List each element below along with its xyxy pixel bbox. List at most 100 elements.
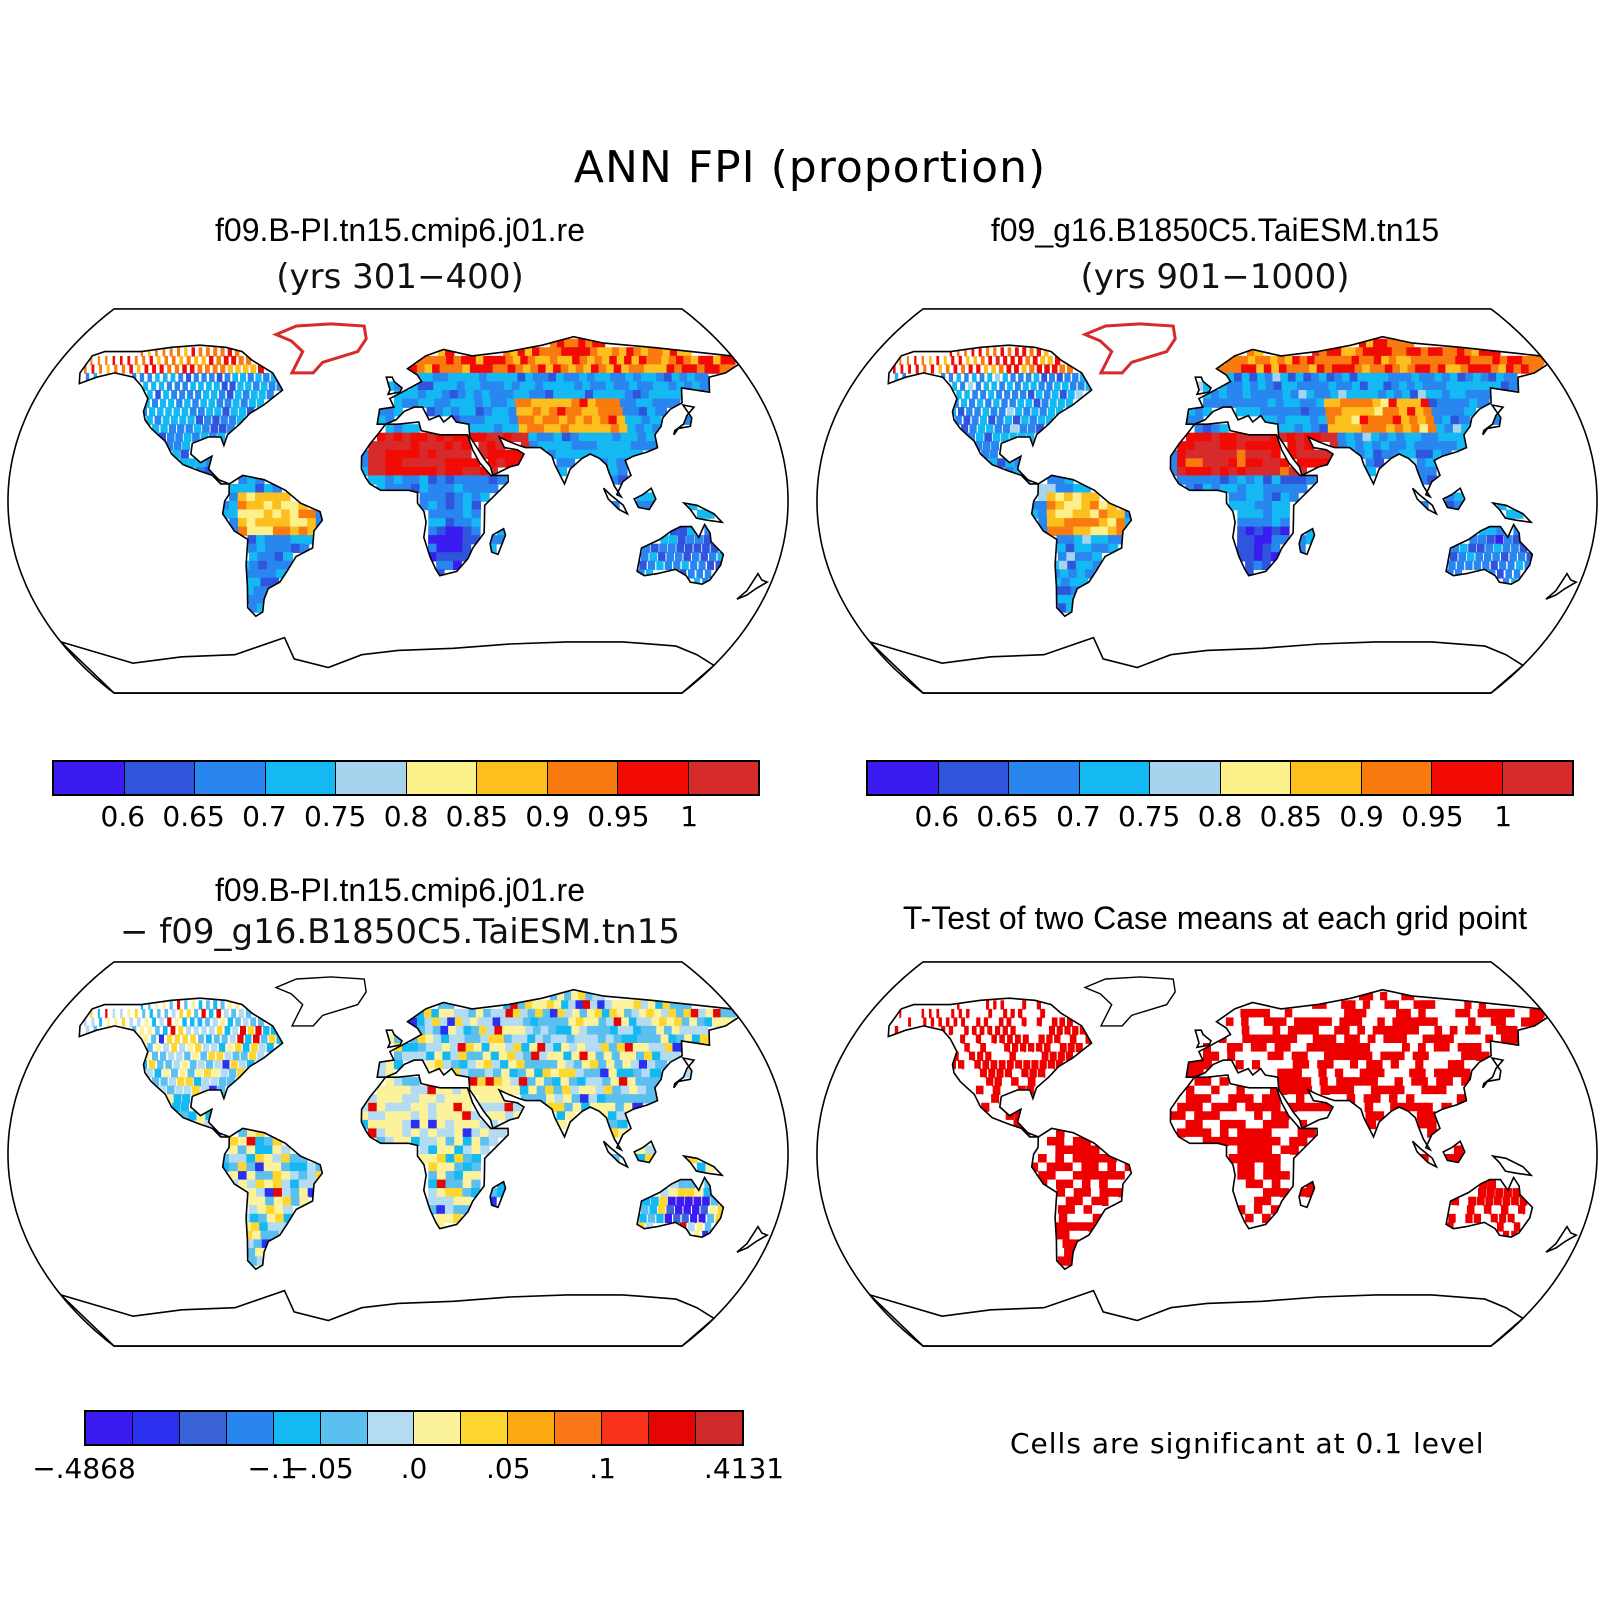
- field-cell: [564, 1102, 575, 1113]
- field-cell: [982, 1094, 991, 1104]
- field-cell: [444, 449, 455, 460]
- field-cell: [427, 441, 438, 451]
- field-cell: [437, 501, 447, 511]
- field-cell: [1395, 372, 1408, 383]
- field-cell: [1401, 415, 1412, 425]
- field-cell: [281, 492, 291, 502]
- field-cell: [557, 991, 570, 1002]
- field-cell: [1029, 1154, 1039, 1164]
- field-cell: [402, 1119, 412, 1130]
- field-cell: [593, 1077, 605, 1087]
- field-cell: [229, 509, 239, 519]
- field-cell: [188, 1111, 197, 1121]
- field-cell: [180, 449, 189, 460]
- field-cell: [165, 1094, 174, 1104]
- field-cell: [433, 390, 444, 400]
- field-cell: [235, 364, 241, 374]
- field-cell: [1052, 1230, 1064, 1241]
- field-cell: [681, 560, 689, 571]
- field-cell: [463, 1162, 473, 1172]
- field-cell: [226, 1043, 234, 1053]
- field-cell: [442, 1060, 453, 1070]
- field-cell: [564, 1008, 577, 1019]
- field-cell: [610, 424, 622, 434]
- field-cell: [461, 1102, 472, 1113]
- field-cell: [434, 1051, 444, 1061]
- map-border: [7, 308, 789, 694]
- field-cell: [1243, 407, 1254, 417]
- field-cell: [1202, 407, 1212, 417]
- coastline-australia: [636, 1175, 725, 1239]
- field-cell: [989, 1102, 998, 1113]
- field-cell: [182, 441, 191, 451]
- field-cell: [359, 458, 369, 468]
- field-cell: [281, 501, 291, 511]
- field-cell: [409, 1017, 419, 1027]
- field-cell: [229, 381, 236, 391]
- field-cell: [540, 407, 552, 417]
- field-cell: [626, 347, 640, 357]
- field-cell: [1456, 441, 1468, 451]
- field-cell: [1260, 415, 1271, 425]
- field-cell: [1065, 535, 1076, 545]
- field-cell: [1419, 1025, 1432, 1036]
- field-cell: [624, 390, 637, 400]
- field-cell: [1064, 509, 1074, 519]
- field-cell: [611, 347, 625, 357]
- field-cell: [702, 1196, 710, 1206]
- field-cell: [1022, 1034, 1029, 1044]
- field-cell: [1065, 543, 1076, 553]
- field-cell: [1072, 518, 1083, 528]
- field-cell: [557, 355, 570, 366]
- field-cell: [1241, 1017, 1251, 1027]
- field-cell: [512, 1008, 524, 1019]
- field-cell: [1449, 1025, 1463, 1036]
- field-cell: [1059, 1043, 1067, 1053]
- field-cell: [221, 381, 228, 391]
- field-cell: [971, 347, 975, 357]
- field-cell: [583, 1017, 596, 1027]
- field-cell: [1430, 1034, 1443, 1044]
- field-cell: [1476, 1196, 1485, 1206]
- field-cell: [1186, 407, 1196, 417]
- field-cell: [1243, 1060, 1254, 1070]
- field-cell: [1271, 1111, 1281, 1121]
- field-cell: [1263, 364, 1274, 374]
- field-cell: [462, 1017, 472, 1027]
- field-cell: [162, 372, 168, 383]
- field-cell: [1263, 526, 1273, 536]
- field-cell: [425, 1043, 436, 1053]
- field-cell: [453, 1102, 464, 1113]
- field-cell: [1318, 1025, 1330, 1036]
- field-cell: [393, 1094, 404, 1104]
- field-cell: [84, 364, 87, 374]
- field-cell: [565, 1060, 577, 1070]
- field-cell: [1194, 449, 1204, 460]
- field-cell: [1452, 1017, 1466, 1027]
- field-cell: [1254, 509, 1264, 519]
- field-cell: [495, 1094, 506, 1104]
- field-cell: [1456, 1060, 1468, 1070]
- field-cell: [595, 1051, 607, 1061]
- field-cell: [1228, 458, 1238, 468]
- field-cell: [1376, 1068, 1387, 1078]
- field-cell: [1362, 390, 1374, 400]
- field-cell: [1334, 1025, 1345, 1036]
- field-cell: [167, 1017, 172, 1027]
- field-cell: [1219, 398, 1229, 408]
- field-cell: [1211, 1119, 1221, 1130]
- field-cell: [258, 1213, 269, 1224]
- field-cell: [666, 1017, 681, 1027]
- field-cell: [1062, 586, 1073, 596]
- field-cell: [992, 432, 1001, 442]
- field-cell: [906, 355, 909, 366]
- field-cell: [657, 1205, 666, 1215]
- field-cell: [1363, 441, 1374, 451]
- field-cell: [248, 1256, 260, 1266]
- field-cell: [1514, 1008, 1530, 1019]
- field-cell: [454, 1171, 464, 1181]
- field-cell: [1372, 1051, 1384, 1061]
- field-cell: [1444, 424, 1456, 434]
- field-cell: [1262, 441, 1272, 451]
- field-cell: [419, 1085, 429, 1095]
